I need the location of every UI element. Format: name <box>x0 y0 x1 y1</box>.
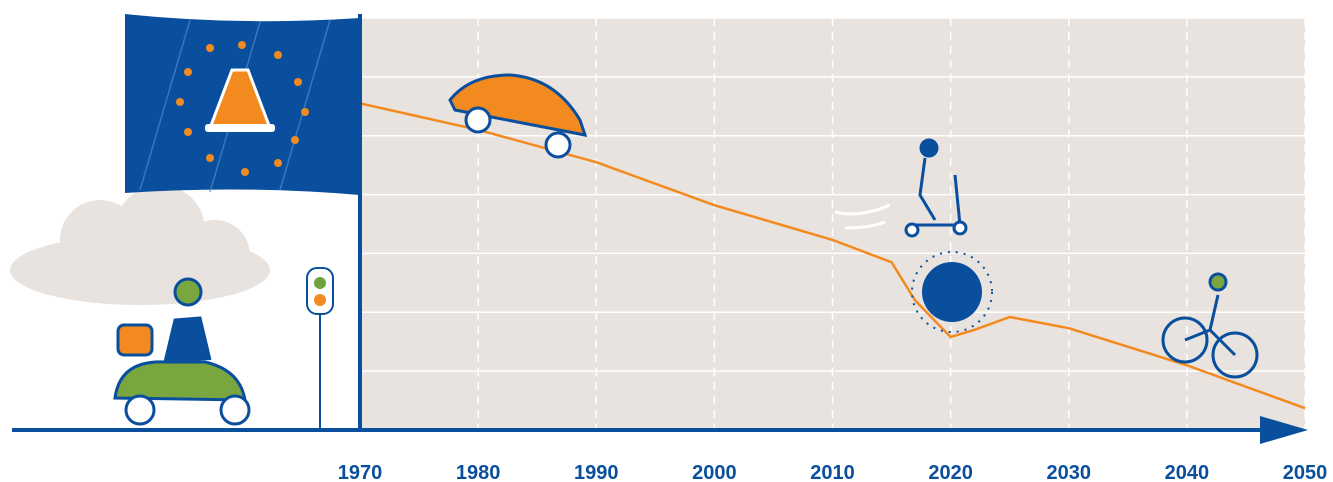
x-tick-label: 2030 <box>1047 462 1092 482</box>
x-tick-label: 2000 <box>692 462 737 482</box>
x-tick-label: 1970 <box>338 462 383 482</box>
series <box>359 102 1306 410</box>
traffic-light <box>306 267 334 428</box>
x-axis <box>12 14 1308 444</box>
x-tick-label: 1980 <box>456 462 501 482</box>
x-tick-labels: 1970 1980 1990 2000 2010 2020 2030 2040 2050 <box>338 462 1328 482</box>
x-tick-label: 2050 <box>1283 462 1328 482</box>
cyclist <box>1161 272 1259 379</box>
virus <box>911 251 993 333</box>
e-scooter-rider <box>834 138 968 238</box>
x-tick-label: 2010 <box>810 462 855 482</box>
line <box>359 102 1306 410</box>
flag <box>125 14 360 195</box>
cloud <box>10 185 270 305</box>
scooter-rider <box>113 277 251 426</box>
car <box>448 73 588 159</box>
grid <box>360 17 1306 430</box>
x-tick-label: 1990 <box>574 462 619 482</box>
x-tick-label: 2040 <box>1165 462 1210 482</box>
x-tick-label: 2020 <box>928 462 973 482</box>
